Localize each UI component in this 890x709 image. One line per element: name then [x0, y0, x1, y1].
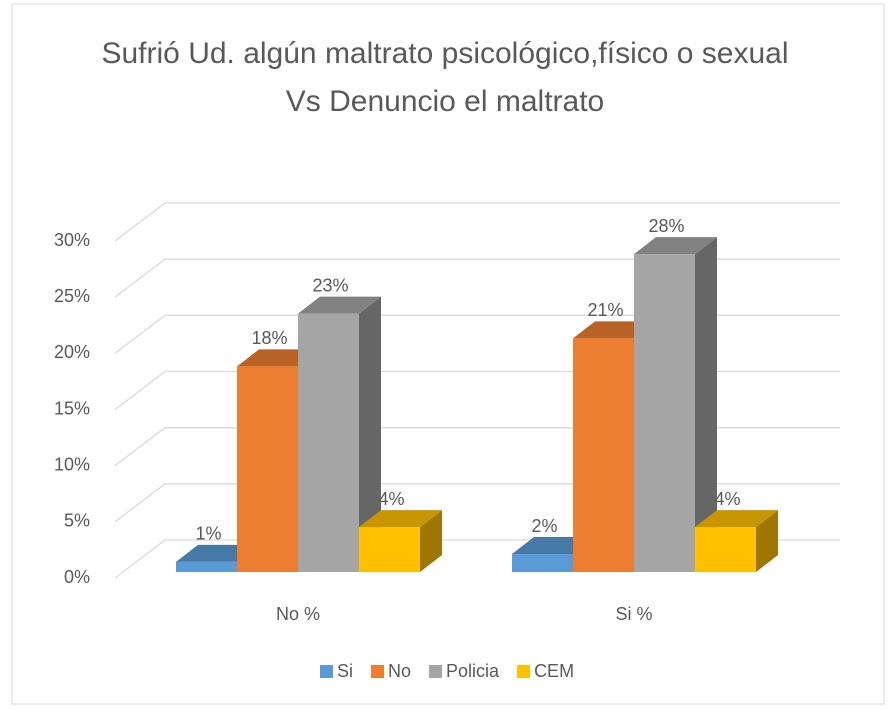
grid-line: [114, 314, 840, 354]
chart-border: [11, 3, 885, 705]
y-tick-label: 0%: [64, 567, 90, 587]
bar-front: [237, 366, 298, 572]
bar-side: [359, 296, 381, 572]
bar-top: [298, 296, 381, 314]
x-tick-label: Si %: [615, 604, 652, 624]
bar: [634, 237, 717, 572]
data-label: 4%: [714, 489, 740, 509]
bar-front: [359, 527, 420, 572]
legend-swatch: [429, 665, 443, 678]
bar-front: [176, 561, 237, 572]
legend-label: Si: [337, 661, 353, 681]
grid-line: [114, 202, 840, 242]
bar: [298, 296, 381, 572]
bar-side: [756, 510, 778, 572]
legend-swatch: [320, 665, 333, 678]
bar-front: [634, 254, 695, 572]
bar-front: [512, 554, 573, 572]
data-label: 1%: [195, 524, 221, 544]
bar-front: [298, 313, 359, 572]
bar-side: [420, 510, 442, 572]
bar: [359, 510, 442, 572]
data-label: 2%: [531, 516, 557, 536]
y-tick-label: 15%: [54, 398, 90, 418]
data-label: 18%: [251, 328, 287, 348]
bar: [695, 510, 778, 572]
y-tick-label: 5%: [64, 511, 90, 531]
legend-swatch: [517, 665, 531, 678]
chart-title: Sufrió Ud. algún maltrato psicológico,fí…: [101, 37, 788, 118]
data-label: 4%: [378, 489, 404, 509]
legend-label: CEM: [534, 661, 574, 681]
x-tick-label: No %: [276, 604, 320, 624]
bar-top: [359, 510, 442, 528]
bar-top: [634, 237, 717, 255]
bar-front: [695, 527, 756, 572]
y-tick-label: 25%: [54, 286, 90, 306]
data-label: 28%: [648, 216, 684, 236]
y-tick-label: 20%: [54, 342, 90, 362]
y-tick-label: 30%: [54, 230, 90, 250]
grid-line: [114, 258, 840, 298]
legend-label: No: [388, 661, 411, 681]
legend-swatch: [371, 665, 385, 678]
y-tick-label: 10%: [54, 454, 90, 474]
bar-side: [695, 237, 717, 572]
legend-label: Policia: [446, 661, 500, 681]
bar-front: [573, 338, 634, 572]
bar-top: [695, 510, 778, 528]
data-label: 23%: [312, 275, 348, 295]
data-label: 21%: [587, 300, 623, 320]
